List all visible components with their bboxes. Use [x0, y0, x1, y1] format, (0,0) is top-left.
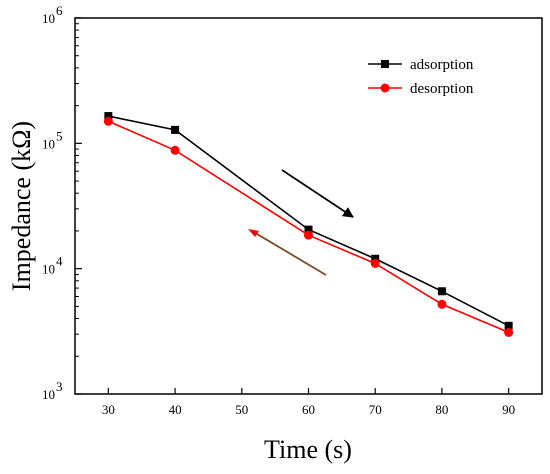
y-tick-label: 10	[42, 387, 55, 402]
x-tick-label: 50	[235, 402, 248, 417]
series-line-desorption	[108, 120, 509, 334]
x-tick-label: 70	[369, 402, 382, 417]
x-tick-label: 90	[502, 402, 515, 417]
legend-label-adsorption: adsorption	[410, 57, 474, 73]
data-point-desorption	[170, 145, 180, 155]
y-tick-exponent: 6	[56, 3, 63, 18]
adsorption-direction-arrow	[281, 169, 354, 218]
legend-marker-desorption	[380, 83, 390, 93]
data-point-adsorption	[437, 287, 446, 296]
x-tick-label: 60	[302, 402, 315, 417]
x-axis-title: Time (s)	[264, 435, 352, 464]
data-point-adsorption	[371, 254, 380, 263]
x-tick-label: 80	[435, 402, 448, 417]
y-tick-label: 10	[42, 136, 55, 151]
data-point-adsorption	[171, 125, 180, 134]
data-point-desorption	[504, 327, 514, 337]
x-axis-ticks: 30 40 50 60 70 80 90	[102, 388, 515, 417]
y-tick-label: 10	[42, 11, 55, 26]
data-point-desorption	[370, 258, 380, 268]
desorption-arrow-head	[248, 229, 259, 237]
data-point-adsorption	[104, 112, 113, 121]
y-tick-label: 10	[42, 262, 55, 277]
data-point-desorption	[437, 299, 447, 309]
data-point-adsorption	[504, 321, 513, 330]
x-tick-label: 30	[102, 402, 115, 417]
legend-marker-adsorption	[381, 60, 389, 68]
y-axis-title: Impedance (kΩ)	[7, 121, 36, 291]
y-tick-exponent: 4	[56, 254, 63, 269]
desorption-direction-arrow	[251, 230, 327, 276]
series-line-adsorption	[108, 115, 510, 327]
y-tick-exponent: 3	[56, 379, 63, 394]
y-tick-exponent: 5	[56, 128, 63, 143]
data-point-desorption	[304, 230, 313, 240]
data-point-desorption	[103, 116, 113, 126]
legend: adsorption desorption	[368, 57, 474, 97]
plot-frame	[74, 17, 543, 395]
series-layer	[103, 112, 514, 337]
x-tick-label: 40	[169, 402, 182, 417]
legend-label-desorption: desorption	[410, 81, 474, 97]
data-point-adsorption	[304, 225, 313, 234]
